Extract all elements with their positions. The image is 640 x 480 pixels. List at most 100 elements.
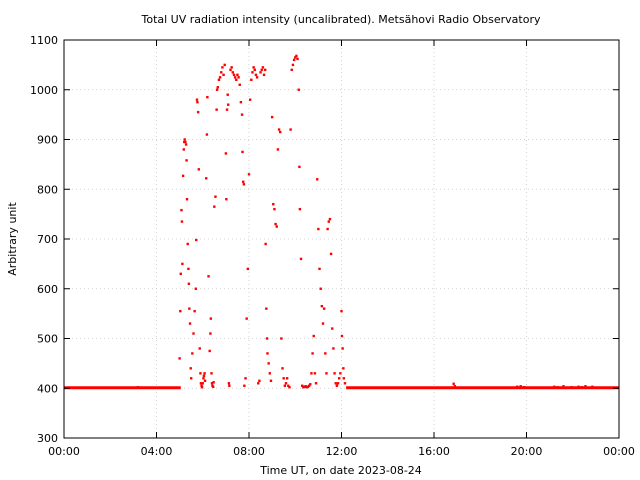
y-tick-label: 500 bbox=[37, 333, 58, 346]
x-tick-label: 00:00 bbox=[603, 445, 635, 458]
data-point bbox=[180, 220, 184, 223]
data-point bbox=[192, 332, 195, 335]
data-point bbox=[580, 386, 584, 389]
data-point bbox=[255, 76, 259, 79]
data-point bbox=[188, 322, 192, 325]
x-axis-label: Time UT, on date 2023-08-24 bbox=[259, 464, 422, 477]
data-point bbox=[453, 385, 457, 388]
data-point bbox=[225, 198, 228, 201]
x-tick-label: 16:00 bbox=[418, 445, 450, 458]
data-point bbox=[320, 304, 324, 308]
data-point bbox=[183, 138, 186, 141]
data-point bbox=[241, 150, 244, 154]
data-point bbox=[279, 130, 282, 134]
data-point bbox=[179, 309, 182, 313]
data-point bbox=[231, 71, 235, 74]
data-point bbox=[213, 205, 216, 208]
data-point bbox=[342, 367, 345, 370]
data-point bbox=[264, 242, 267, 246]
data-point bbox=[452, 382, 455, 385]
data-point bbox=[214, 195, 217, 198]
data-point bbox=[236, 73, 239, 77]
data-point bbox=[310, 372, 313, 375]
data-point bbox=[239, 100, 243, 104]
data-point bbox=[203, 372, 206, 375]
data-point bbox=[217, 78, 221, 81]
data-point bbox=[189, 367, 192, 370]
data-point bbox=[254, 73, 258, 77]
data-point bbox=[207, 275, 210, 278]
data-point bbox=[292, 58, 296, 62]
data-point bbox=[212, 381, 215, 384]
axis-ticks: 300 400 500 600 700 800 900 1000 1100 00:00 04:00 0… bbox=[30, 34, 635, 458]
data-point bbox=[181, 174, 185, 178]
data-point bbox=[287, 384, 290, 387]
data-point bbox=[587, 386, 591, 389]
data-point bbox=[184, 140, 187, 144]
data-point bbox=[222, 73, 225, 77]
data-point bbox=[211, 385, 215, 388]
data-point bbox=[209, 332, 212, 335]
data-point bbox=[312, 334, 315, 338]
data-point bbox=[188, 307, 191, 310]
data-point bbox=[584, 385, 587, 388]
grid bbox=[64, 40, 619, 438]
data-point bbox=[339, 372, 342, 375]
data-point bbox=[184, 143, 188, 146]
data-point bbox=[340, 309, 343, 313]
data-point bbox=[208, 349, 211, 353]
data-point bbox=[336, 382, 340, 385]
data-point bbox=[317, 227, 320, 231]
data-point bbox=[197, 168, 201, 171]
data-point bbox=[233, 76, 237, 79]
data-point bbox=[341, 347, 344, 350]
data-point bbox=[340, 334, 344, 338]
data-series bbox=[64, 54, 619, 390]
data-point bbox=[202, 377, 205, 380]
data-point bbox=[136, 386, 140, 389]
plot-frame bbox=[63, 39, 620, 439]
data-point bbox=[221, 66, 224, 69]
y-axis-label: Arbitrary unit bbox=[6, 202, 19, 276]
data-point bbox=[248, 98, 252, 101]
data-point bbox=[313, 372, 317, 375]
data-point bbox=[196, 100, 199, 104]
data-point bbox=[203, 379, 207, 382]
y-tick-label: 1100 bbox=[30, 34, 58, 47]
data-point bbox=[309, 383, 312, 386]
data-point bbox=[327, 220, 330, 223]
chart-title: Total UV radiation intensity (uncalibrat… bbox=[141, 13, 541, 26]
data-point bbox=[516, 385, 519, 388]
data-point bbox=[262, 73, 266, 77]
data-point bbox=[522, 386, 526, 389]
data-point bbox=[328, 217, 332, 221]
data-point bbox=[343, 382, 347, 385]
data-point bbox=[269, 379, 273, 382]
data-point bbox=[291, 63, 295, 67]
x-tick-label: 08:00 bbox=[233, 445, 265, 458]
data-point bbox=[210, 372, 213, 375]
data-point bbox=[186, 242, 189, 246]
data-point bbox=[237, 76, 240, 79]
data-point bbox=[227, 382, 231, 385]
data-point bbox=[250, 78, 253, 81]
data-point bbox=[290, 68, 293, 72]
data-point bbox=[307, 384, 311, 387]
data-point bbox=[272, 202, 275, 206]
data-point bbox=[235, 78, 238, 81]
data-point bbox=[284, 382, 288, 385]
data-point bbox=[270, 115, 274, 119]
data-point bbox=[200, 384, 203, 387]
data-point bbox=[294, 56, 297, 59]
data-point bbox=[282, 377, 285, 380]
data-point bbox=[334, 382, 337, 385]
data-point bbox=[570, 386, 573, 389]
data-point bbox=[193, 309, 196, 313]
data-point bbox=[252, 66, 255, 69]
data-point bbox=[232, 73, 236, 77]
data-point bbox=[300, 384, 304, 387]
data-point bbox=[318, 267, 321, 271]
data-point bbox=[224, 152, 228, 155]
data-point bbox=[226, 93, 229, 96]
